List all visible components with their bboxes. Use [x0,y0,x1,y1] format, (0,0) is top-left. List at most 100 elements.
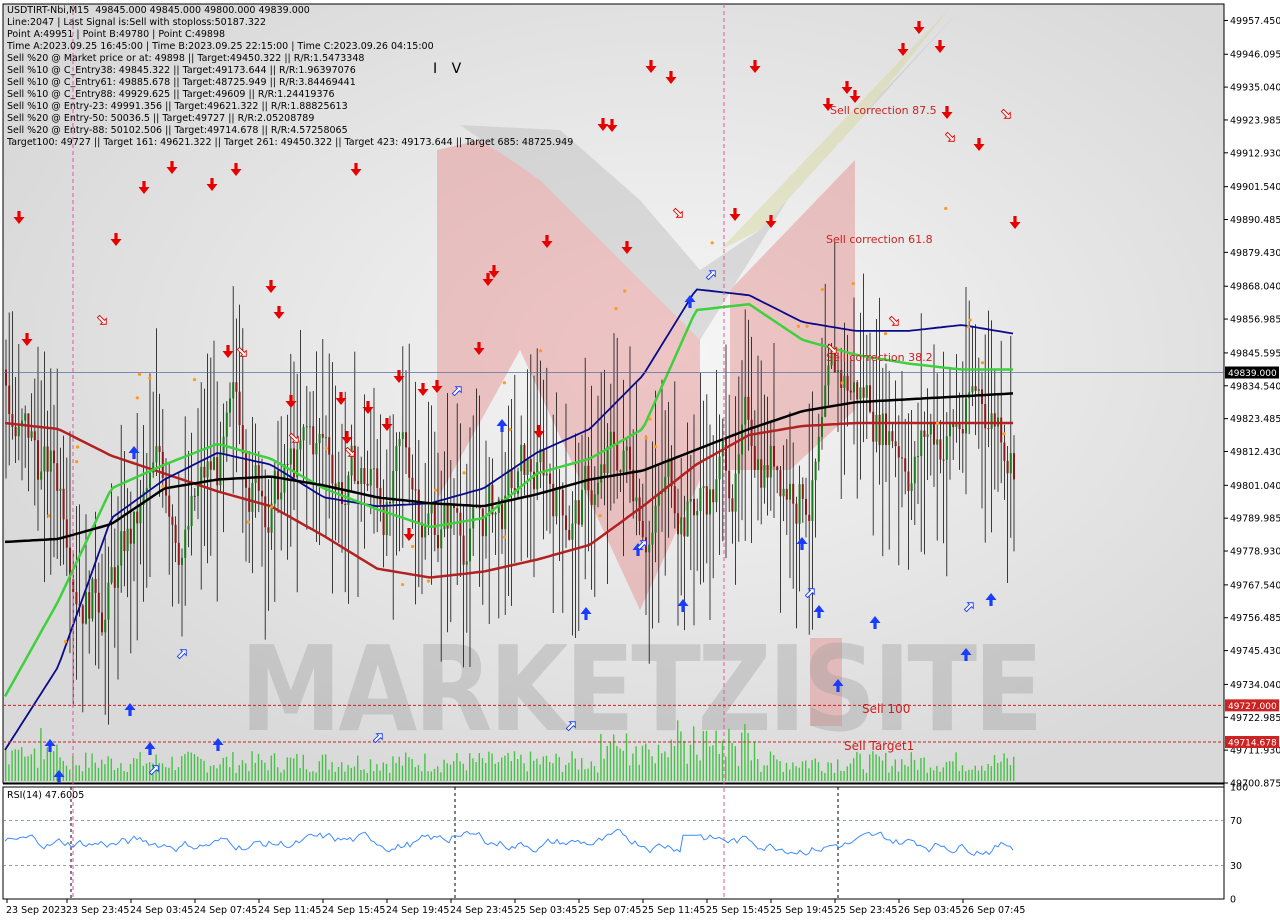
volume-bar [862,769,864,781]
candle-bull [318,433,321,444]
volume-bar [85,752,87,781]
candle-bear [245,453,247,488]
volume-bar [725,756,727,781]
candle-bear [453,505,455,509]
sell-arrow-icon [206,178,218,191]
volume-bar [830,762,832,781]
candle-bear [408,447,411,478]
candle-bear [421,522,423,538]
buy-arrow-icon [813,605,825,618]
candle-bear [81,605,84,624]
candle-bull [1009,453,1012,474]
volume-bar [533,760,535,781]
candle-bear [491,484,494,515]
sell-arrow-icon [934,40,946,53]
candle-bear [862,387,865,398]
candle-bull [686,501,689,537]
candle-bear [958,423,961,430]
volume-bar [606,745,608,781]
buy-arrow-icon [985,593,997,606]
volume-bar [744,724,746,781]
volume-bar [897,771,900,781]
volume-bar [526,771,528,781]
candle-bear [891,431,894,442]
candle-bull [555,487,558,517]
candle-bear [542,448,545,476]
candle-bear [981,389,983,404]
volume-bar [933,770,935,781]
volume-bar [984,770,986,781]
candle-bull [251,482,254,512]
price-tick-label: 49778.930 [1230,547,1280,558]
sell-arrow-icon [341,431,353,444]
volume-bar [593,766,596,781]
candle-bull [654,505,657,533]
volume-bar [987,763,989,781]
candle-bull [910,483,913,491]
candle-bear [773,445,775,467]
price-tick-label: 49901.540 [1230,182,1280,193]
candle-bear [747,396,750,420]
candle-bear [65,519,68,548]
candle-bear [293,448,295,478]
volume-bar [833,772,836,781]
candle-bull [657,492,660,506]
candle-bear [136,511,139,524]
signal-dot [968,318,972,322]
volume-bar [315,772,317,781]
volume-bar [462,763,464,781]
signal-dot [644,436,648,440]
volume-bar [481,758,484,781]
volume-bar [229,767,231,781]
candle-bear [961,429,964,434]
candle-bear [312,426,315,455]
candle-bull [360,468,363,485]
watermark-text: MARKETZISITE [240,620,1040,758]
sell-signal-outline-icon [236,346,247,357]
candle-bear [510,469,513,489]
volume-bar [763,765,765,781]
candle-bull [737,454,740,474]
volume-bar [264,762,266,781]
price-tick-label: 49834.540 [1230,381,1280,392]
candle-bear [776,466,779,471]
candle-bull [395,446,398,472]
signal-dot [796,324,801,328]
candle-bear [331,454,334,484]
volume-bar [401,765,404,781]
candle-bull [197,486,199,497]
volume-bar [267,770,269,781]
candle-bull [798,484,801,524]
signal-info-line: Sell %10 @ C_Entry88: 49929.625 || Targe… [7,89,335,100]
candle-bull [782,488,785,497]
volume-bar [885,752,887,781]
volume-bar [241,760,244,781]
sell-arrow-icon [541,235,553,248]
candle-bull [539,448,542,463]
volume-bar [769,751,772,781]
volume-bar [254,762,256,781]
volume-bar [712,745,714,781]
candle-bull [584,465,587,490]
candle-bear [683,517,686,537]
buy-signal-outline-icon [372,733,383,744]
sell-signal-outline-icon [888,315,899,326]
candle-bull [30,431,33,438]
volume-bar [174,770,176,781]
candle-bull [40,471,43,480]
volume-bar [334,771,336,781]
volume-bar [142,765,144,781]
volume-bar [286,757,288,781]
candle-bull [977,389,980,391]
candle-bull [24,413,27,421]
signal-info-line: Sell %10 @ C_Entry38: 49845.322 || Targe… [7,65,356,76]
volume-bar [65,765,68,781]
sell-arrow-icon [849,90,861,103]
volume-bar [753,741,756,781]
candle-bull [609,431,612,447]
time-axis-label: 25 Sep 11:45 [642,905,705,916]
candle-bull [440,529,443,549]
sell-arrow-icon [606,119,618,132]
volume-bar [958,771,960,781]
candle-bull [309,426,311,428]
